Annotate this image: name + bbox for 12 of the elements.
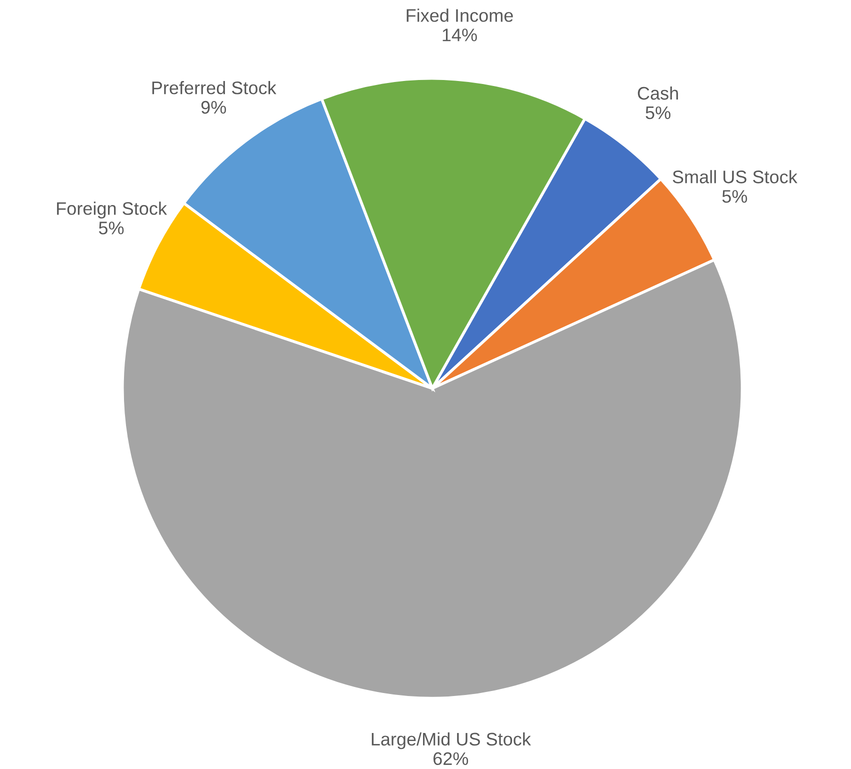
data-label: 14%	[442, 28, 477, 42]
data-label: 9%	[201, 100, 226, 114]
data-label: 5%	[98, 222, 124, 234]
slice-label: Fixed Income	[406, 8, 513, 22]
slice-label: Cash	[638, 86, 678, 100]
data-label: 62%	[434, 752, 468, 766]
data-label: 5%	[722, 190, 748, 203]
slice-label: Foreign Stock	[57, 202, 167, 218]
slice-label: Large/Mid US Stock	[372, 732, 531, 750]
slice-label: Small US Stock	[672, 170, 798, 184]
data-label: 5%	[646, 106, 670, 120]
slice-label: Preferred Stock	[152, 81, 276, 94]
